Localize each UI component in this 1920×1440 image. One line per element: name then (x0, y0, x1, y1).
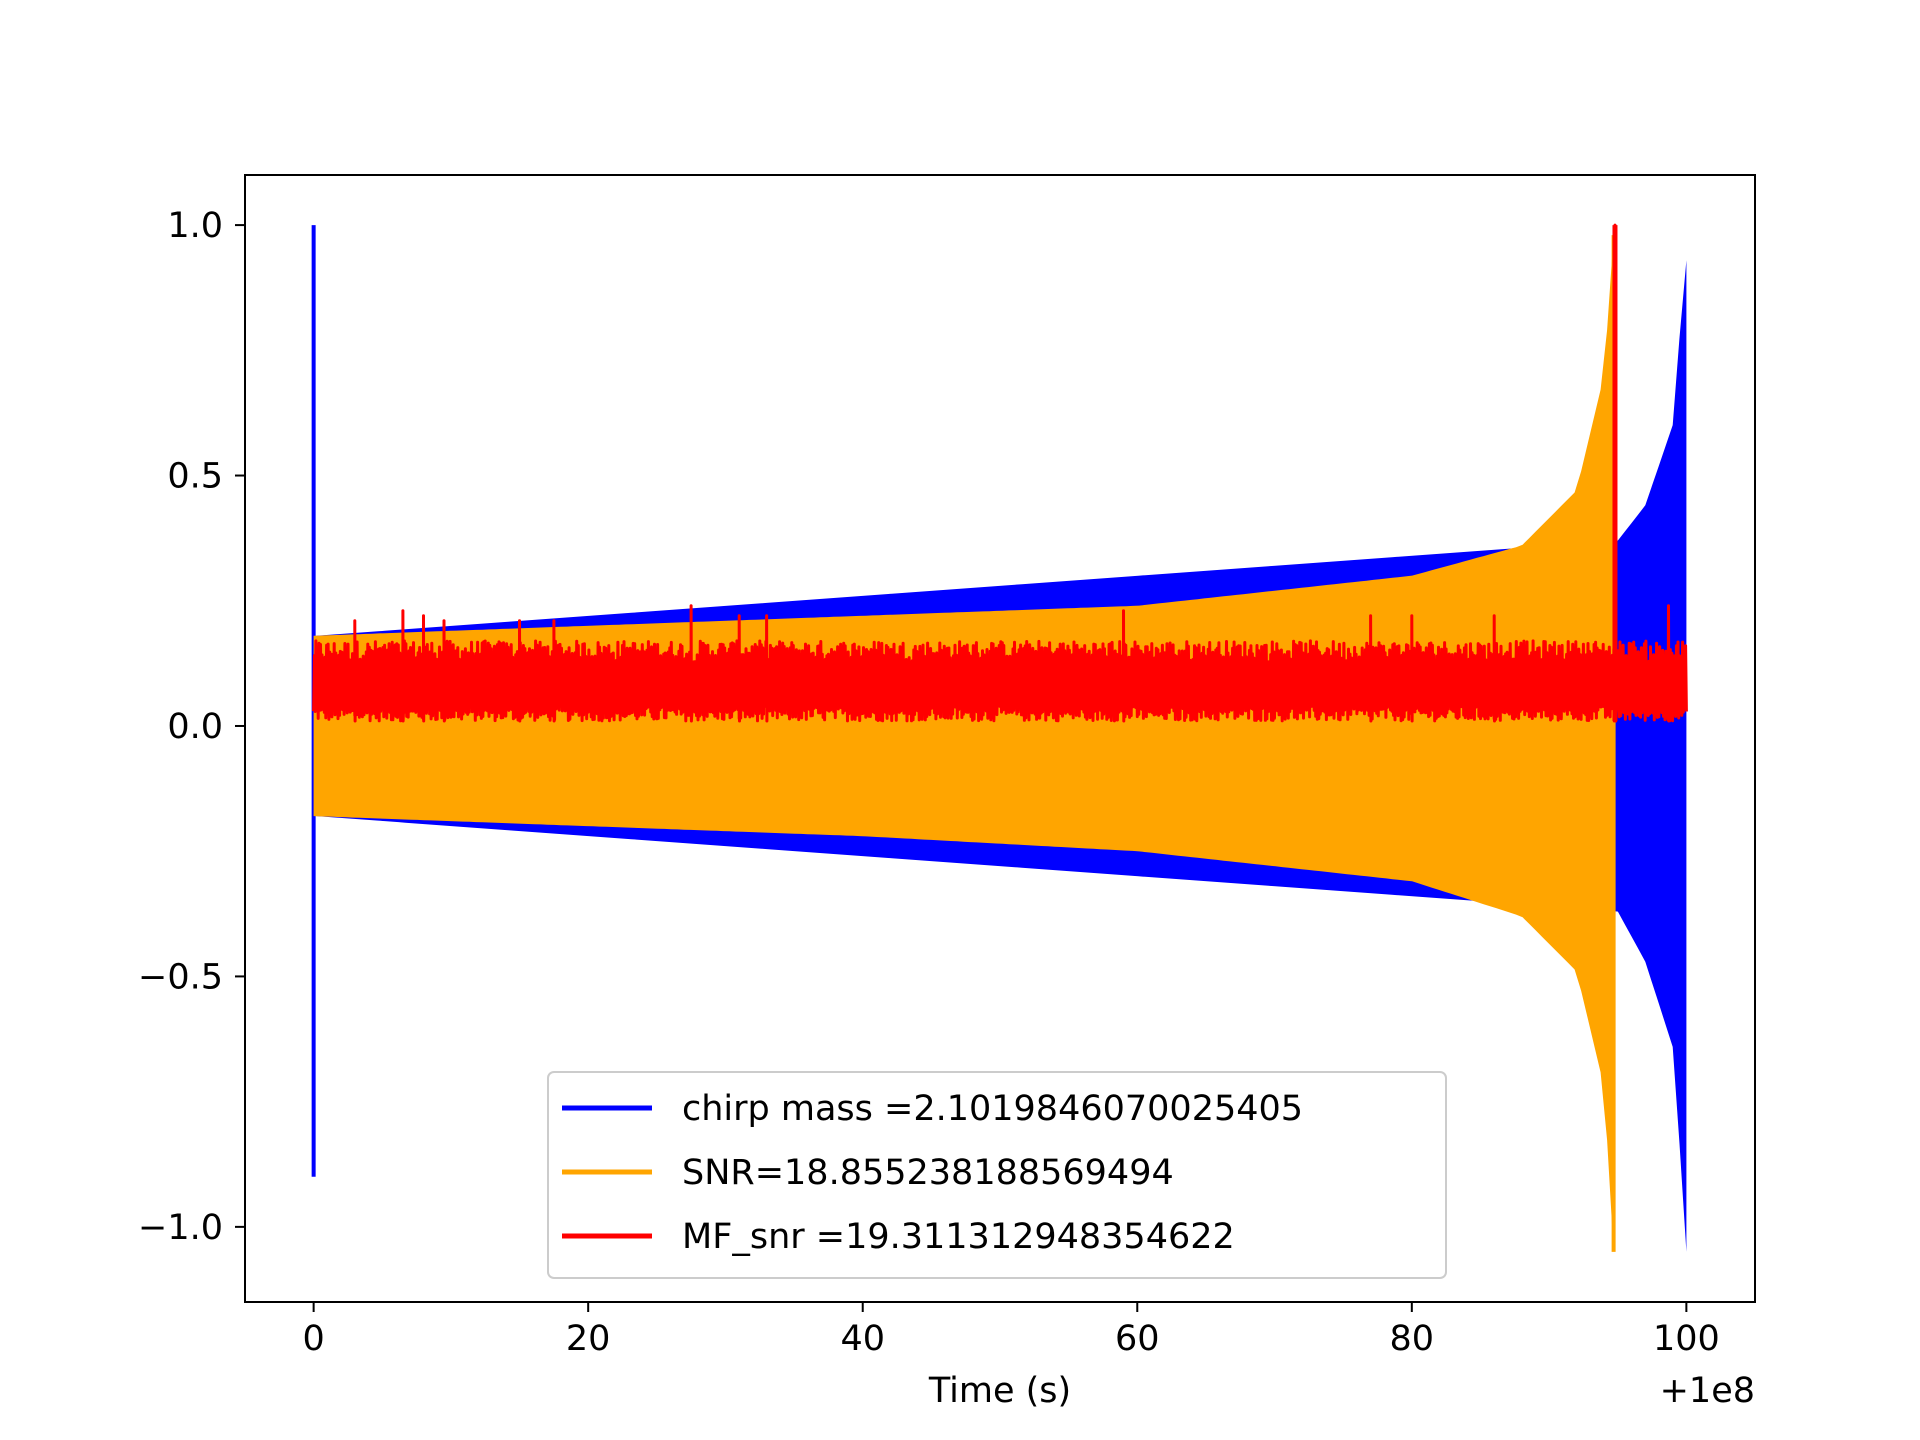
y-tick-label: −1.0 (138, 1208, 223, 1248)
x-axis-label: Time (s) (928, 1371, 1071, 1411)
x-tick-label: 80 (1390, 1319, 1435, 1359)
legend-box (547, 1071, 1447, 1279)
y-tick-label: 0.5 (167, 457, 223, 497)
legend-entry: MF_snr =19.311312948354622 (682, 1217, 1235, 1257)
legend: chirp mass =2.1019846070025405 SNR=18.855… (547, 1071, 1447, 1279)
x-tick-label: 40 (840, 1319, 885, 1359)
y-tick-label: −0.5 (138, 957, 223, 997)
x-tick-label: 60 (1115, 1319, 1160, 1359)
y-axis: −1.0 −0.5 0.0 0.5 1.0 (138, 206, 245, 1248)
x-axis-offset-label: +1e8 (1660, 1371, 1755, 1411)
mf-snr-trace (312, 223, 1688, 723)
snr-envelope (313, 235, 1614, 1252)
y-tick-label: 1.0 (167, 206, 223, 246)
series-mf-snr (312, 223, 1688, 723)
x-axis: 0 20 40 60 80 100 (302, 1302, 1720, 1359)
legend-entry: chirp mass =2.1019846070025405 (682, 1089, 1303, 1129)
series-layer (311, 223, 1688, 1252)
y-tick-label: 0.0 (167, 707, 223, 747)
x-tick-label: 0 (302, 1319, 324, 1359)
x-tick-label: 20 (566, 1319, 611, 1359)
plot-frame (244, 174, 1756, 1303)
x-tick-label: 100 (1653, 1319, 1720, 1359)
legend-entry: SNR=18.855238188569494 (682, 1153, 1174, 1193)
